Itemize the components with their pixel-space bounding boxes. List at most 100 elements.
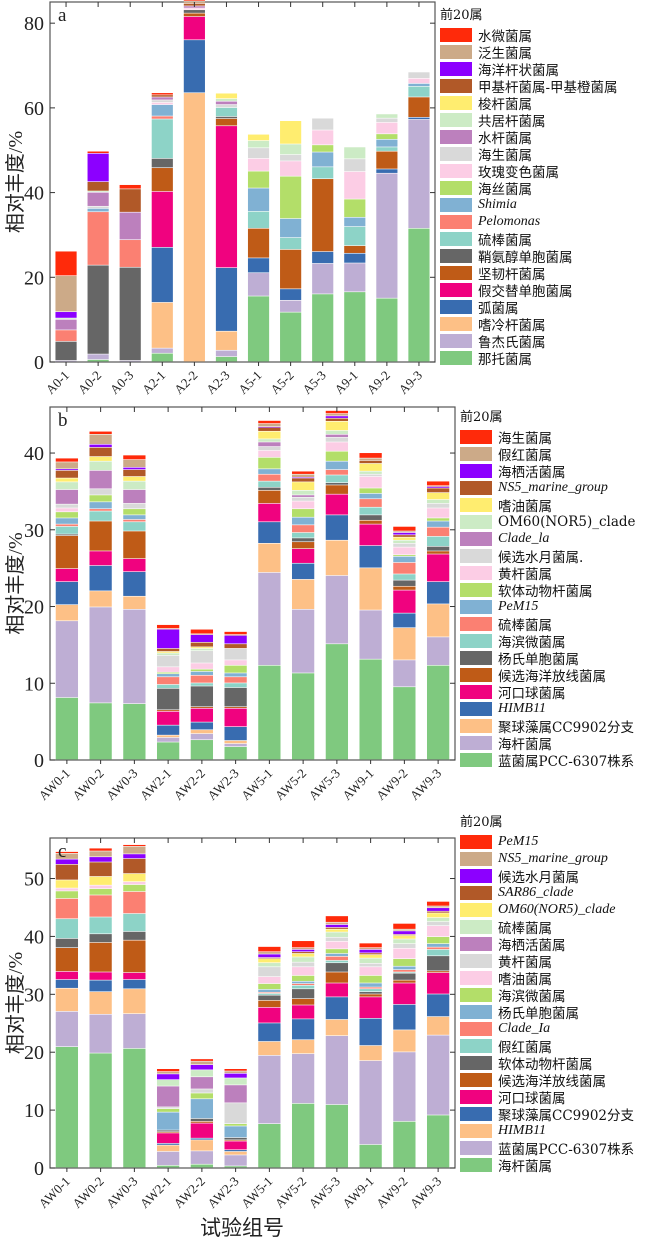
bar-segment bbox=[224, 631, 247, 635]
legend-label: 海滨微菌属 bbox=[498, 988, 566, 1005]
bar-segment bbox=[344, 147, 366, 159]
bar-segment bbox=[156, 1108, 180, 1112]
bar-segment bbox=[156, 651, 180, 653]
panel-a: A0-1 A0-2 A0-3 A2-1 A2-2 A2-3 A5-1 A5-2 A5-3 A9-1… bbox=[0, 0, 650, 400]
bar-segment bbox=[426, 921, 450, 926]
bar-segment bbox=[408, 86, 430, 97]
legend-item: 黄杆菌属 bbox=[460, 564, 636, 583]
bar-segment bbox=[87, 359, 109, 362]
bar-segment bbox=[325, 922, 349, 925]
bar-stack-A0-1 bbox=[55, 251, 77, 362]
bar-segment bbox=[87, 265, 109, 354]
legend-label: Pelomonas bbox=[478, 213, 541, 229]
bar-segment bbox=[280, 121, 302, 144]
bar-segment bbox=[156, 1071, 180, 1074]
legend-swatch bbox=[440, 333, 472, 348]
bar-segment bbox=[376, 147, 398, 151]
bar-segment bbox=[291, 474, 315, 477]
legend-swatch bbox=[440, 146, 472, 161]
legend-swatch bbox=[440, 231, 472, 246]
bar-segment bbox=[376, 118, 398, 123]
bar-segment bbox=[55, 251, 77, 276]
bar-segment bbox=[325, 515, 349, 540]
legend-swatch bbox=[440, 95, 472, 110]
legend-label: NS5_marine_group bbox=[498, 479, 608, 495]
bar-segment bbox=[258, 442, 281, 447]
bar-segment bbox=[280, 249, 302, 289]
legend-item: 嗜油菌属 bbox=[460, 496, 636, 515]
bar-segment bbox=[224, 1141, 247, 1150]
bar-segment bbox=[123, 1014, 146, 1049]
bar-segment bbox=[291, 989, 315, 999]
legend-item: 候选水月菌属 bbox=[460, 867, 634, 886]
bar-segment bbox=[215, 116, 238, 119]
bar-segment bbox=[325, 434, 349, 438]
bar-segment bbox=[224, 1155, 247, 1166]
bar-segment bbox=[55, 979, 79, 988]
bar-segment bbox=[215, 331, 238, 350]
bar-segment bbox=[89, 470, 112, 489]
legend-swatch bbox=[440, 248, 472, 263]
panel-label: c bbox=[58, 841, 66, 862]
bar-segment bbox=[325, 997, 349, 1020]
bar-segment bbox=[190, 1138, 214, 1140]
bar-segment bbox=[258, 1000, 281, 1008]
bar-segment bbox=[426, 949, 450, 956]
bar-segment bbox=[89, 1053, 112, 1168]
bar-segment bbox=[55, 518, 79, 524]
bar-segment bbox=[344, 253, 366, 263]
bar-segment bbox=[55, 851, 79, 854]
bar-segment bbox=[376, 151, 398, 169]
bar-segment bbox=[183, 8, 205, 10]
bar-segment bbox=[426, 527, 450, 537]
bar-segment bbox=[344, 245, 366, 253]
bar-segment bbox=[291, 477, 315, 479]
bar-segment bbox=[258, 1124, 281, 1168]
bar-segment bbox=[123, 913, 146, 932]
legend-swatch bbox=[460, 851, 492, 866]
bar-segment bbox=[55, 568, 79, 582]
bar-segment bbox=[312, 263, 334, 294]
legend-swatch bbox=[460, 446, 492, 461]
bar-segment bbox=[55, 1011, 79, 1047]
bar-segment bbox=[151, 119, 173, 159]
bar-segment bbox=[426, 521, 450, 527]
bar-segment bbox=[325, 1036, 349, 1105]
bar-segment bbox=[156, 1080, 180, 1086]
bar-segment bbox=[156, 629, 180, 649]
bar-segment bbox=[280, 218, 302, 238]
legend-label: 硫棒菌属 bbox=[478, 232, 532, 249]
bar-segment bbox=[224, 1151, 247, 1155]
bar-segment bbox=[280, 144, 302, 155]
bar-segment bbox=[393, 531, 416, 533]
legend-item: 聚球藻属CC9902分支 bbox=[460, 1105, 634, 1124]
legend-item: 甲基杆菌属-甲基橙菌属 bbox=[440, 77, 618, 96]
bar-segment bbox=[359, 1144, 382, 1168]
legend-swatch bbox=[440, 180, 472, 195]
bar-segment bbox=[190, 1118, 214, 1122]
x-tick-label: AW5-3 bbox=[306, 1174, 343, 1211]
legend-item: 软体动物杆菌属 bbox=[460, 1054, 634, 1073]
bar-segment bbox=[215, 350, 238, 357]
x-tick-label: AW2-3 bbox=[204, 766, 241, 803]
legend-item: 弧菌属 bbox=[440, 298, 618, 317]
bar-segment bbox=[215, 118, 238, 126]
legend-swatch bbox=[460, 650, 492, 665]
bar-segment bbox=[325, 932, 349, 937]
bar-segment bbox=[151, 158, 173, 168]
bar-segment bbox=[224, 1103, 247, 1124]
bar-segment bbox=[393, 931, 416, 935]
legend-label: 假红菌属 bbox=[498, 1039, 552, 1056]
bar-segment bbox=[215, 107, 238, 117]
bar-segment bbox=[55, 621, 79, 698]
bar-segment bbox=[89, 895, 112, 917]
bar-segment bbox=[258, 469, 281, 474]
legend-label: 弧菌属 bbox=[478, 300, 519, 317]
bar-segment bbox=[426, 913, 450, 918]
bar-segment bbox=[89, 942, 112, 972]
y-tick-label: 40 bbox=[24, 926, 44, 948]
bar-segment bbox=[156, 1143, 180, 1145]
bar-segment bbox=[190, 1151, 214, 1164]
bar-segment bbox=[426, 503, 450, 508]
legend-item: 坚韧杆菌属 bbox=[440, 264, 618, 283]
